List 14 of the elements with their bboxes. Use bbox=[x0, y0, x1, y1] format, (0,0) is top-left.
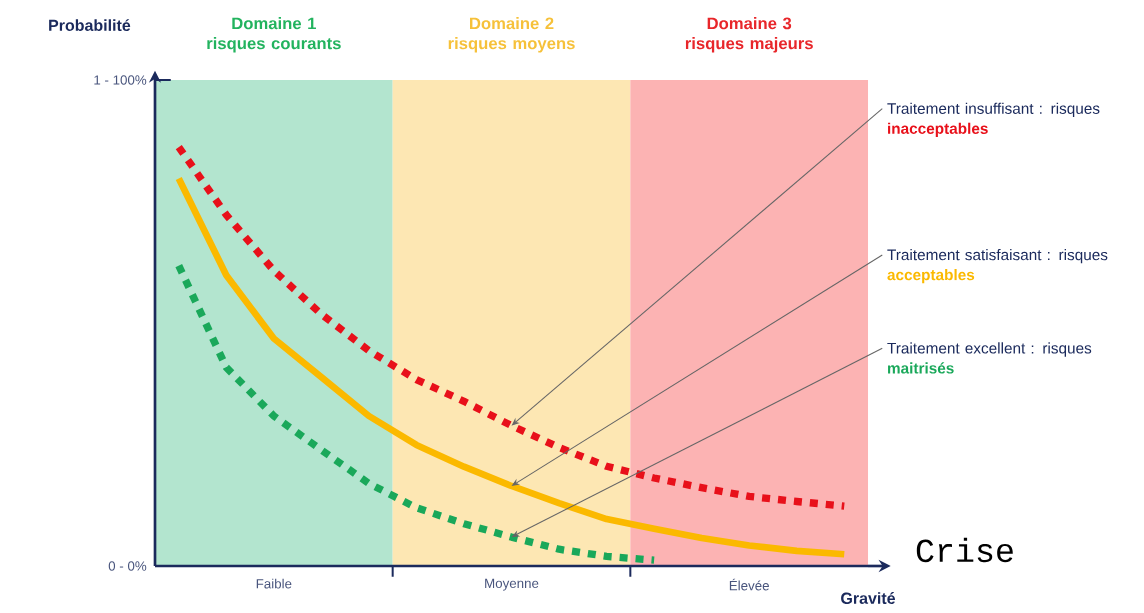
annotation: Traitement excellent : risques maitrisés bbox=[887, 342, 1092, 374]
text: Domaine 3 risques majeurs bbox=[685, 17, 813, 53]
text: Domaine 2 risques moyens bbox=[448, 17, 575, 53]
x-axis-title: Gravité bbox=[841, 592, 896, 604]
text: 0 - 0% bbox=[108, 561, 147, 571]
text: 1 - 100% bbox=[94, 75, 147, 85]
annotation: Traitement satisfaisant : risques acceptables bbox=[887, 248, 1108, 284]
x-tick-label: Moyenne bbox=[485, 578, 539, 591]
text: Domaine 1 risques courants bbox=[207, 17, 341, 53]
annotation: Traitement insuffisant : risques inacceptables bbox=[887, 102, 1100, 137]
text: Probabilité bbox=[49, 19, 131, 32]
text: Crise bbox=[916, 537, 1013, 563]
x-tick-label: Faible bbox=[256, 578, 292, 589]
x-tick-label: Élevée bbox=[729, 578, 769, 591]
